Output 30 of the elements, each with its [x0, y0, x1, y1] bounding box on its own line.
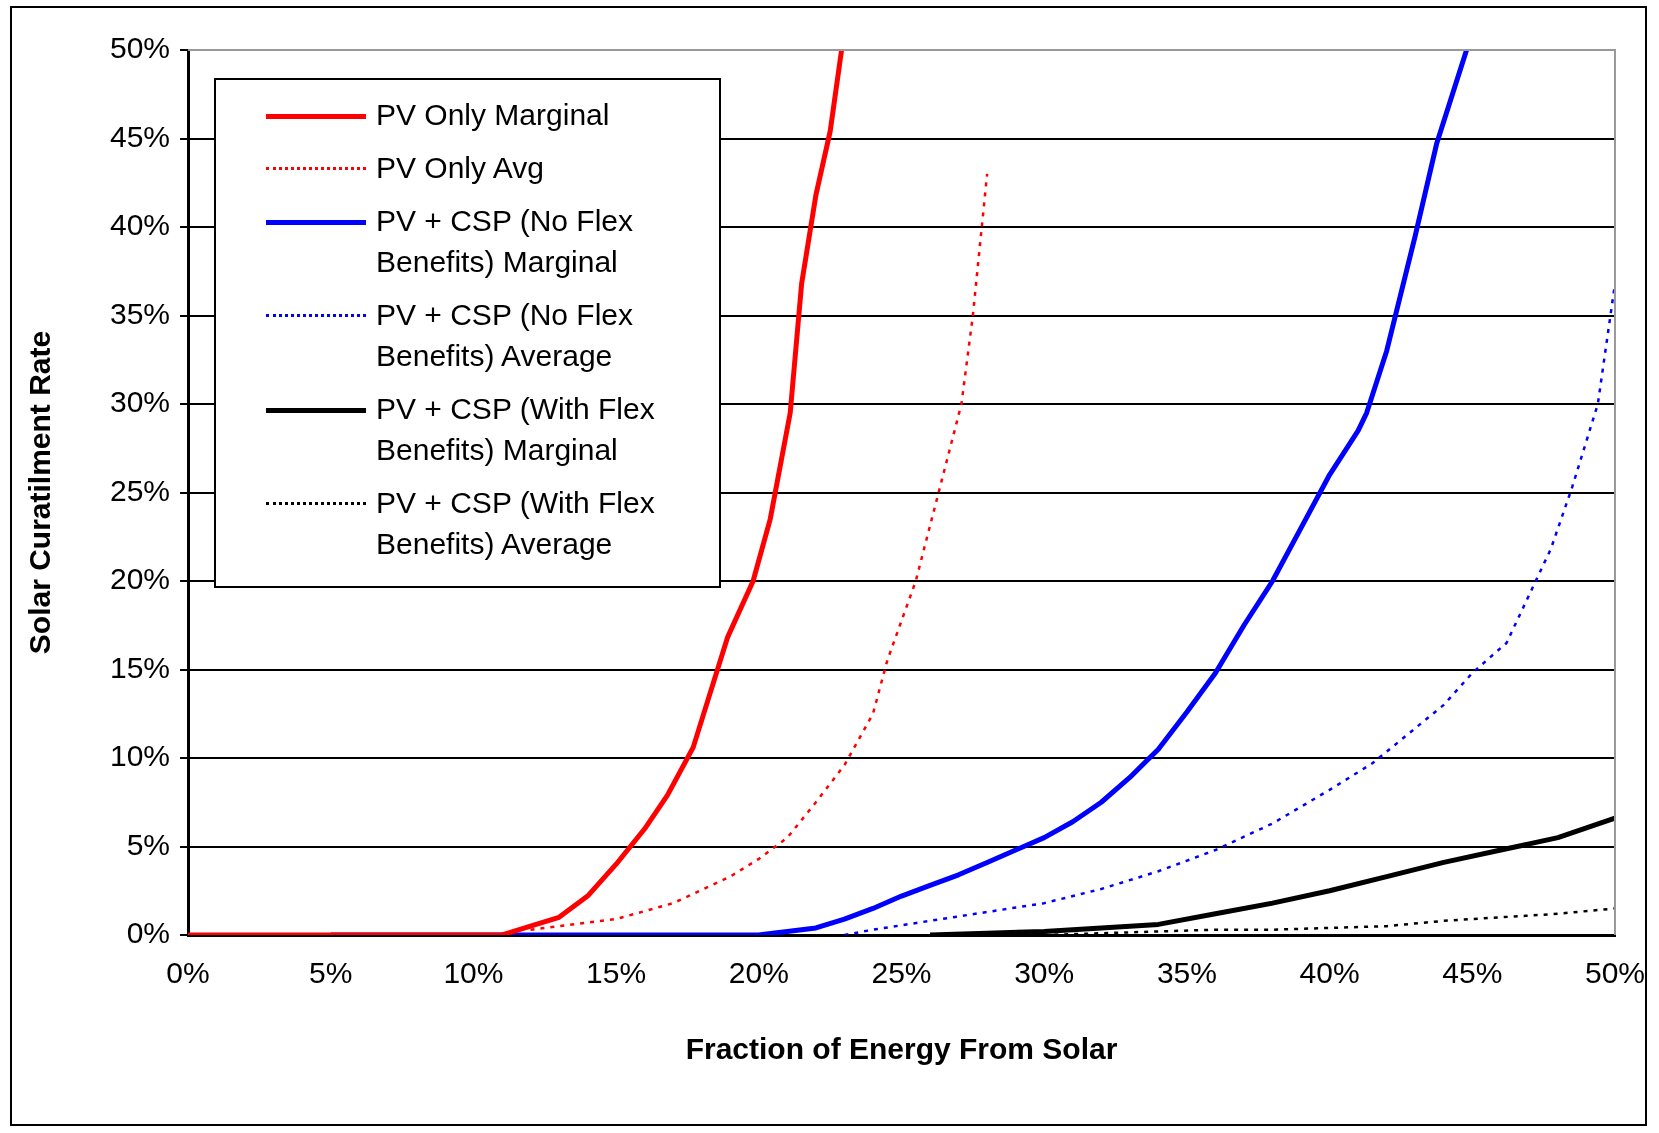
y-tick-label: 30%: [110, 385, 171, 419]
y-tick-label: 35%: [110, 296, 171, 330]
y-tick-label: 0%: [126, 916, 171, 950]
x-tick-label: 20%: [728, 956, 789, 990]
legend-label: PV + CSP (No Flex Benefits) Marginal: [376, 203, 635, 280]
x-tick-label: 35%: [1156, 956, 1217, 990]
y-tick-label: 5%: [126, 827, 171, 861]
y-tick-label: 50%: [110, 31, 171, 65]
x-tick-label: 40%: [1299, 956, 1360, 990]
x-tick-label: 5%: [309, 956, 353, 990]
legend-label: PV + CSP (With Flex Benefits) Marginal: [376, 391, 656, 468]
y-tick-label: 10%: [110, 739, 171, 773]
x-tick-label: 10%: [443, 956, 504, 990]
y-tick-label: 15%: [110, 650, 171, 684]
x-tick-label: 15%: [586, 956, 647, 990]
legend-label: PV Only Avg: [376, 150, 545, 186]
y-tick-label: 25%: [110, 473, 171, 507]
legend-label: PV Only Marginal: [376, 97, 611, 133]
y-tick-label: 40%: [110, 208, 171, 242]
x-axis-title: Fraction of Energy From Solar: [685, 1032, 1118, 1066]
y-axis-title: Solar Curatilment Rate: [23, 330, 57, 655]
x-tick-label: 0%: [166, 956, 210, 990]
y-tick-label: 20%: [110, 562, 171, 596]
x-tick-label: 25%: [871, 956, 932, 990]
x-tick-label: 45%: [1442, 956, 1503, 990]
legend-label: PV + CSP (With Flex Benefits) Average: [376, 485, 656, 562]
x-tick-label: 30%: [1014, 956, 1075, 990]
x-tick-label: 50%: [1584, 956, 1645, 990]
y-tick-label: 45%: [110, 119, 171, 153]
legend-label: PV + CSP (No Flex Benefits) Average: [376, 297, 635, 374]
